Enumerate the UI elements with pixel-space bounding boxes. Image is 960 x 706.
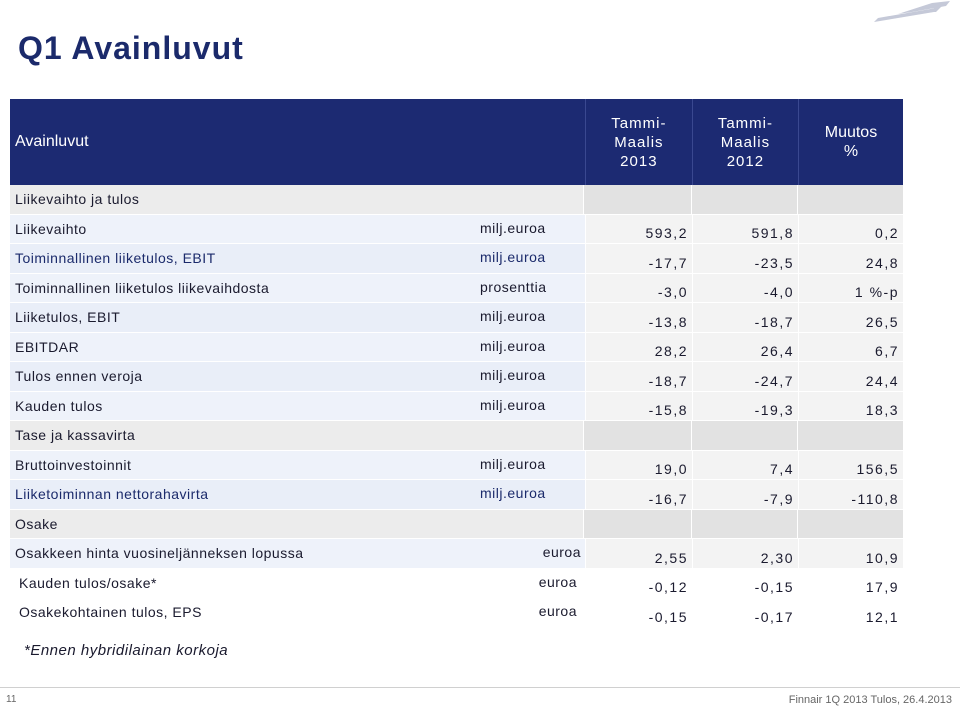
finnair-logo-icon: [874, 1, 950, 22]
table-row: Bruttoinvestoinnit milj.euroa 19,0 7,4 1…: [10, 450, 903, 480]
page-title: Q1 Avainluvut: [18, 30, 244, 66]
footer-text: Finnair 1Q 2013 Tulos, 26.4.2013: [788, 694, 952, 706]
table-row: Osakekohtainen tulos, EPS euroa -0,15 -0…: [10, 598, 903, 628]
table-row: Liiketoiminnan nettorahavirta milj.euroa…: [10, 480, 903, 510]
table-row: Osakkeen hinta vuosineljänneksen lopussa…: [10, 539, 903, 569]
table-row: Kauden tulos milj.euroa -15,8 -19,3 18,3: [10, 391, 903, 421]
header-2012: Tammi- Maalis 2012: [693, 99, 799, 185]
section-row: Osake: [10, 509, 903, 539]
footer-divider: [0, 687, 960, 706]
table-row: Liiketulos, EBIT milj.euroa -13,8 -18,7 …: [10, 303, 903, 333]
section-row: Liikevaihto ja tulos: [10, 185, 903, 215]
header-change: Muutos %: [824, 124, 878, 160]
header-2013: Tammi- Maalis 2013: [586, 99, 693, 185]
footnote: *Ennen hybridilainan korkoja: [24, 642, 229, 659]
table-header: Avainluvut Tammi- Maalis 2013 Tammi- Maa…: [10, 99, 903, 185]
key-figures-table: Avainluvut Tammi- Maalis 2013 Tammi- Maa…: [10, 99, 903, 628]
table-row: Tulos ennen veroja milj.euroa -18,7 -24,…: [10, 362, 903, 392]
section-row: Tase ja kassavirta: [10, 421, 903, 451]
table-row: Liikevaihto milj.euroa 593,2 591,8 0,2: [10, 214, 903, 244]
header-label: Avainluvut: [10, 99, 586, 185]
table-row: EBITDAR milj.euroa 28,2 26,4 6,7: [10, 332, 903, 362]
table-row: Kauden tulos/osake* euroa -0,12 -0,15 17…: [10, 568, 903, 598]
page-number: 11: [6, 694, 17, 705]
table-row: Toiminnallinen liiketulos, EBIT milj.eur…: [10, 244, 903, 274]
table-row: Toiminnallinen liiketulos liikevaihdosta…: [10, 273, 903, 303]
